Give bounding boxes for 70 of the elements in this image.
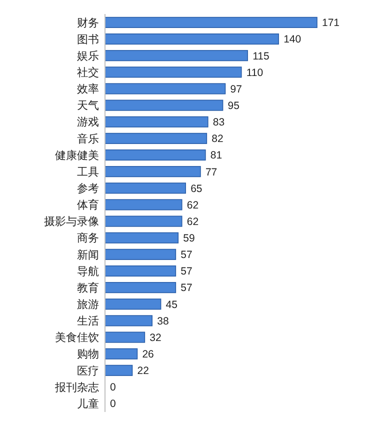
data-label: 0	[110, 382, 116, 394]
y-tick-label: 游戏	[77, 116, 99, 129]
y-tick-label: 社交	[77, 66, 99, 80]
y-tick-label: 购物	[77, 348, 99, 361]
y-tick-label: 报刊杂志	[54, 380, 99, 394]
y-tick-label: 旅游	[77, 298, 99, 311]
bar	[104, 348, 138, 360]
data-label: 0	[110, 398, 116, 410]
bar	[104, 364, 133, 376]
y-tick-label: 教育	[77, 281, 99, 294]
y-tick-label: 体育	[77, 198, 99, 212]
y-tick-label: 天气	[77, 99, 99, 112]
data-label: 115	[252, 50, 270, 62]
bar	[104, 199, 182, 210]
y-tick-label: 音乐	[77, 132, 99, 146]
y-tick-label: 生活	[77, 314, 99, 328]
data-label: 110	[246, 66, 264, 79]
data-label: 38	[157, 315, 169, 328]
data-label: 95	[228, 100, 240, 112]
data-label: 97	[230, 83, 242, 96]
bar	[104, 100, 224, 111]
y-tick-label: 商务	[77, 232, 99, 245]
bar	[104, 16, 318, 28]
bar	[104, 50, 248, 62]
y-tick-label: 医疗	[77, 364, 99, 378]
y-tick-label: 美食佳饮	[55, 331, 99, 344]
data-label: 59	[183, 232, 195, 245]
bar	[104, 315, 153, 326]
bar	[104, 216, 182, 227]
y-tick-label: 财务	[77, 16, 99, 30]
bar	[104, 132, 208, 144]
y-tick-label: 儿童	[77, 397, 99, 410]
data-label: 57	[180, 249, 193, 262]
y-tick-label: 健康健美	[55, 148, 99, 162]
y-tick-label: 导航	[77, 264, 99, 278]
data-label: 62	[186, 199, 199, 212]
bar	[104, 282, 176, 294]
bar	[104, 83, 226, 94]
data-label: 83	[212, 116, 225, 129]
y-tick-label: 工具	[77, 165, 99, 178]
y-tick-label: 娱乐	[77, 49, 99, 62]
bar	[104, 182, 186, 194]
bar	[104, 166, 201, 178]
data-label: 57	[180, 282, 193, 294]
data-label: 32	[150, 332, 162, 344]
data-label: 81	[210, 150, 222, 162]
data-label: 77	[205, 166, 218, 178]
bar	[104, 332, 146, 343]
data-label: 62	[186, 216, 199, 228]
data-label: 26	[142, 348, 154, 361]
data-label: 82	[212, 133, 224, 146]
bar	[104, 116, 208, 128]
data-label: 65	[190, 182, 202, 195]
bar	[104, 298, 162, 310]
data-label: 140	[284, 34, 302, 46]
y-tick-label: 图书	[77, 32, 99, 46]
data-label: 171	[322, 17, 340, 30]
bar	[104, 232, 179, 244]
bar	[104, 265, 176, 277]
data-label: 22	[137, 365, 150, 378]
data-label: 45	[166, 298, 178, 311]
bar	[104, 248, 176, 260]
bar	[104, 149, 206, 161]
y-tick-label: 摄影与录像	[44, 215, 99, 228]
data-label: 57	[180, 266, 193, 278]
y-tick-label: 新闻	[77, 248, 99, 262]
y-tick-label: 参考	[77, 182, 99, 195]
bar	[104, 66, 242, 78]
bar	[104, 33, 279, 45]
y-tick-label: 效率	[77, 82, 99, 96]
